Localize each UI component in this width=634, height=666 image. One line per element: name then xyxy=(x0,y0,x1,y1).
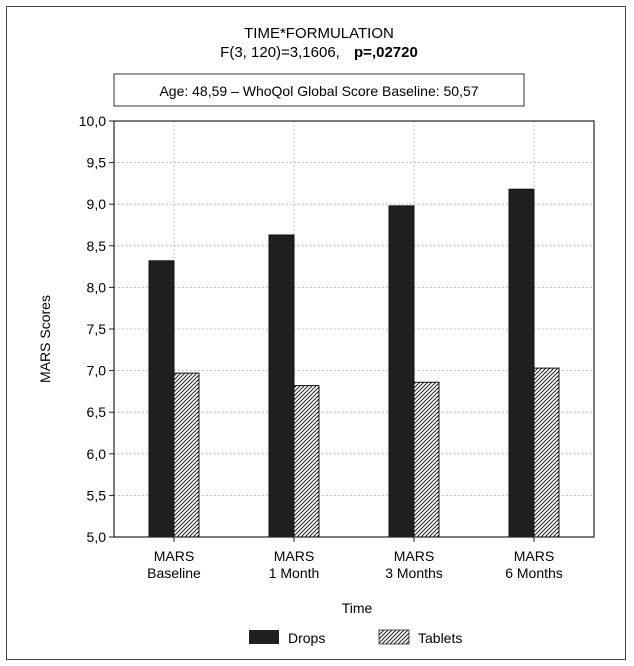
legend-label-drops: Drops xyxy=(288,630,325,646)
annotation-text: Age: 48,59 – WhoQol Global Score Baselin… xyxy=(159,83,478,99)
y-tick-label: 5,5 xyxy=(87,487,107,503)
y-tick-label: 7,0 xyxy=(87,363,107,379)
y-tick-label: 9,5 xyxy=(87,155,107,171)
bar-drops xyxy=(268,234,295,538)
x-tick-label: 3 Months xyxy=(385,565,443,581)
legend-swatch-tablets xyxy=(378,629,410,645)
p-value: p=,02720 xyxy=(354,44,418,61)
chart-subtitle: F(3, 120)=3,1606, p=,02720 xyxy=(220,44,418,61)
plot-area: 5,05,56,06,57,07,58,08,59,09,510,0MARSBa… xyxy=(79,113,595,581)
legend: Drops Tablets xyxy=(249,629,462,646)
x-tick-label: 6 Months xyxy=(505,565,563,581)
y-tick-label: 6,5 xyxy=(87,404,107,420)
bar-drops xyxy=(388,205,415,538)
legend-swatch-drops xyxy=(249,630,279,644)
y-axis-label: MARS Scores xyxy=(37,295,53,383)
y-tick-label: 9,0 xyxy=(87,196,107,212)
x-tick-label: MARS xyxy=(154,548,194,564)
x-tick-label: MARS xyxy=(274,548,314,564)
annotation-box xyxy=(113,73,525,107)
x-tick-label: MARS xyxy=(514,548,554,564)
bar-tablets xyxy=(293,385,320,538)
bar-tablets xyxy=(173,372,200,538)
y-tick-label: 5,0 xyxy=(87,529,107,545)
y-tick-label: 8,0 xyxy=(87,279,107,295)
x-tick-label: 1 Month xyxy=(269,565,320,581)
bar-tablets xyxy=(413,381,440,538)
bar-drops xyxy=(508,188,535,538)
plot-border xyxy=(113,120,595,538)
bar-chart: TIME*FORMULATION F(3, 120)=3,1606, p=,02… xyxy=(37,25,595,646)
legend-label-tablets: Tablets xyxy=(418,630,462,646)
y-tick-label: 6,0 xyxy=(87,446,107,462)
bar-tablets xyxy=(533,367,560,538)
y-tick-label: 10,0 xyxy=(79,113,106,129)
y-tick-label: 7,5 xyxy=(87,321,107,337)
x-tick-label: MARS xyxy=(394,548,434,564)
chart-title: TIME*FORMULATION xyxy=(244,25,394,42)
f-statistic: F(3, 120)=3,1606, xyxy=(220,44,340,61)
chart-frame: TIME*FORMULATION F(3, 120)=3,1606, p=,02… xyxy=(6,6,626,660)
bar-drops xyxy=(148,260,175,538)
x-tick-label: Baseline xyxy=(147,565,201,581)
y-tick-label: 8,5 xyxy=(87,238,107,254)
x-axis-label: Time xyxy=(342,600,373,616)
